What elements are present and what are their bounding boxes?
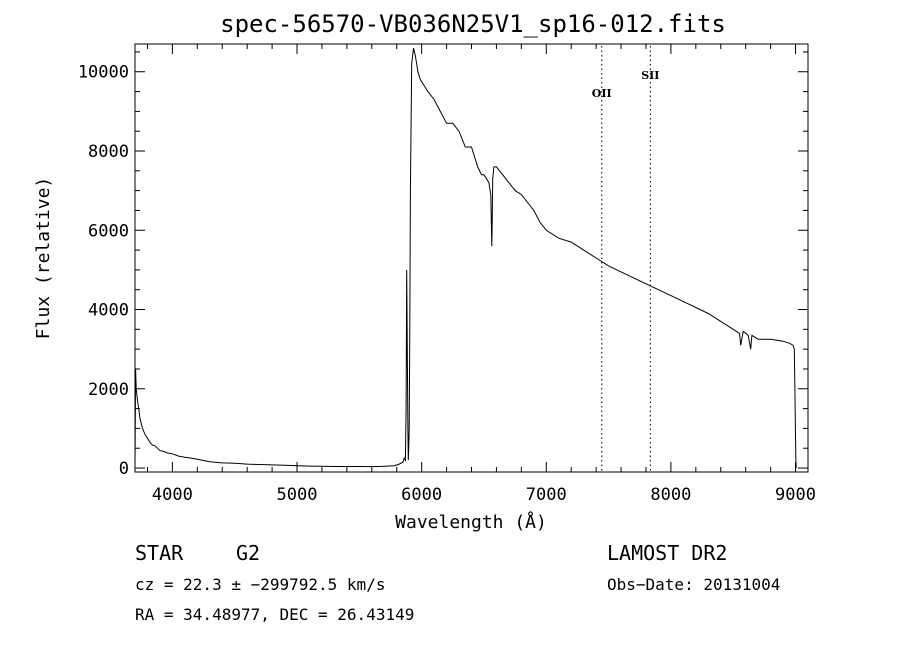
obs-date-label: Obs−Date: 20131004 <box>607 575 780 594</box>
object-class-label: STAR <box>135 541 184 565</box>
x-tick-label: 4000 <box>152 485 193 505</box>
x-tick-label: 8000 <box>650 485 691 505</box>
plot-frame <box>134 43 809 473</box>
x-axis-label: Wavelength (Å) <box>395 511 547 533</box>
x-tick-label: 7000 <box>526 485 567 505</box>
x-tick-label: 5000 <box>277 485 318 505</box>
subclass-label: G2 <box>236 541 260 565</box>
redshift-label: cz = 22.3 ± −299792.5 km/s <box>135 575 385 594</box>
y-tick-label: 10000 <box>78 63 129 83</box>
spectrum-line <box>134 47 797 469</box>
coordinates-label: RA = 34.48977, DEC = 26.43149 <box>135 605 414 624</box>
line-marker-label: OII <box>592 87 612 100</box>
emission-line-markers: OII SII <box>592 46 659 472</box>
chart-title: spec-56570-VB036N25V1_sp16-012.fits <box>220 10 726 38</box>
y-tick-label: 2000 <box>88 380 129 400</box>
y-tick-label: 6000 <box>88 221 129 241</box>
x-tick-label: 6000 <box>401 485 442 505</box>
y-tick-label: 0 <box>119 459 129 479</box>
axis-ticks: 4000 5000 6000 7000 8000 9000 0 2000 4000 6000 800… <box>78 44 816 505</box>
line-marker-label: SII <box>641 69 659 82</box>
survey-label: LAMOST DR2 <box>607 541 727 565</box>
y-tick-label: 4000 <box>88 301 129 321</box>
y-axis-label: Flux (relative) <box>33 177 54 340</box>
y-tick-label: 8000 <box>88 142 129 162</box>
x-tick-label: 9000 <box>775 485 816 505</box>
